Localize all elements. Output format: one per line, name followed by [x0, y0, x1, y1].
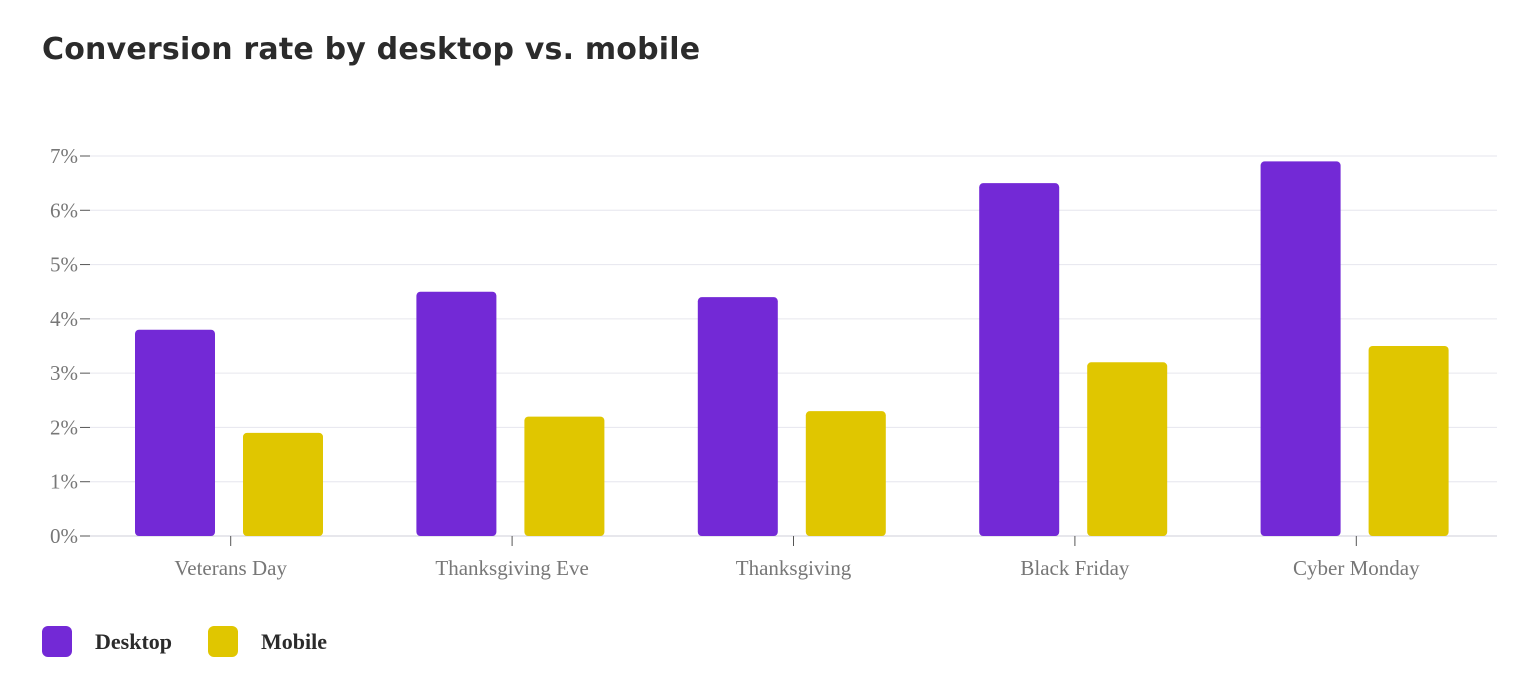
- x-tick-label: Thanksgiving: [736, 556, 852, 580]
- bar-desktop-black-friday[interactable]: [979, 183, 1060, 536]
- legend-label-mobile: Mobile: [261, 628, 328, 654]
- y-tick-label: 0%: [50, 524, 78, 548]
- x-tick-label: Thanksgiving Eve: [435, 556, 588, 580]
- y-tick-label: 2%: [50, 415, 78, 439]
- axes: 0% 1% 2% 3% 4% 5% 6% 7% Veterans Day Thanksgiving…: [50, 144, 1420, 580]
- legend-swatch-desktop: [42, 626, 72, 657]
- y-tick-label: 6%: [50, 198, 78, 222]
- chart-title: Conversion rate by desktop vs. mobile: [42, 32, 701, 67]
- x-tick-label: Veterans Day: [174, 556, 287, 580]
- bar-mobile-cyber-monday[interactable]: [1368, 346, 1449, 536]
- legend: Desktop Mobile: [42, 626, 363, 657]
- y-tick-label: 3%: [50, 361, 78, 385]
- x-tick-label: Cyber Monday: [1293, 556, 1420, 580]
- bar-desktop-cyber-monday[interactable]: [1260, 161, 1341, 536]
- legend-swatch-mobile: [208, 626, 239, 657]
- legend-label-desktop: Desktop: [95, 628, 173, 654]
- x-tick-label: Black Friday: [1020, 556, 1130, 580]
- bars: [135, 161, 1449, 536]
- bar-mobile-veterans-day[interactable]: [243, 432, 323, 536]
- legend-item-mobile[interactable]: Mobile: [208, 626, 327, 657]
- bar-mobile-black-friday[interactable]: [1087, 362, 1168, 536]
- bar-desktop-thanksgiving-eve[interactable]: [416, 291, 497, 536]
- bar-mobile-thanksgiving[interactable]: [805, 411, 886, 536]
- bar-mobile-thanksgiving-eve[interactable]: [524, 416, 605, 536]
- y-tick-label: 1%: [50, 470, 78, 494]
- y-tick-label: 4%: [50, 307, 78, 331]
- y-tick-label: 5%: [50, 253, 78, 277]
- bar-desktop-thanksgiving[interactable]: [697, 297, 778, 536]
- bar-desktop-veterans-day[interactable]: [135, 329, 215, 536]
- y-tick-label: 7%: [50, 144, 78, 168]
- legend-item-desktop[interactable]: Desktop: [42, 626, 172, 657]
